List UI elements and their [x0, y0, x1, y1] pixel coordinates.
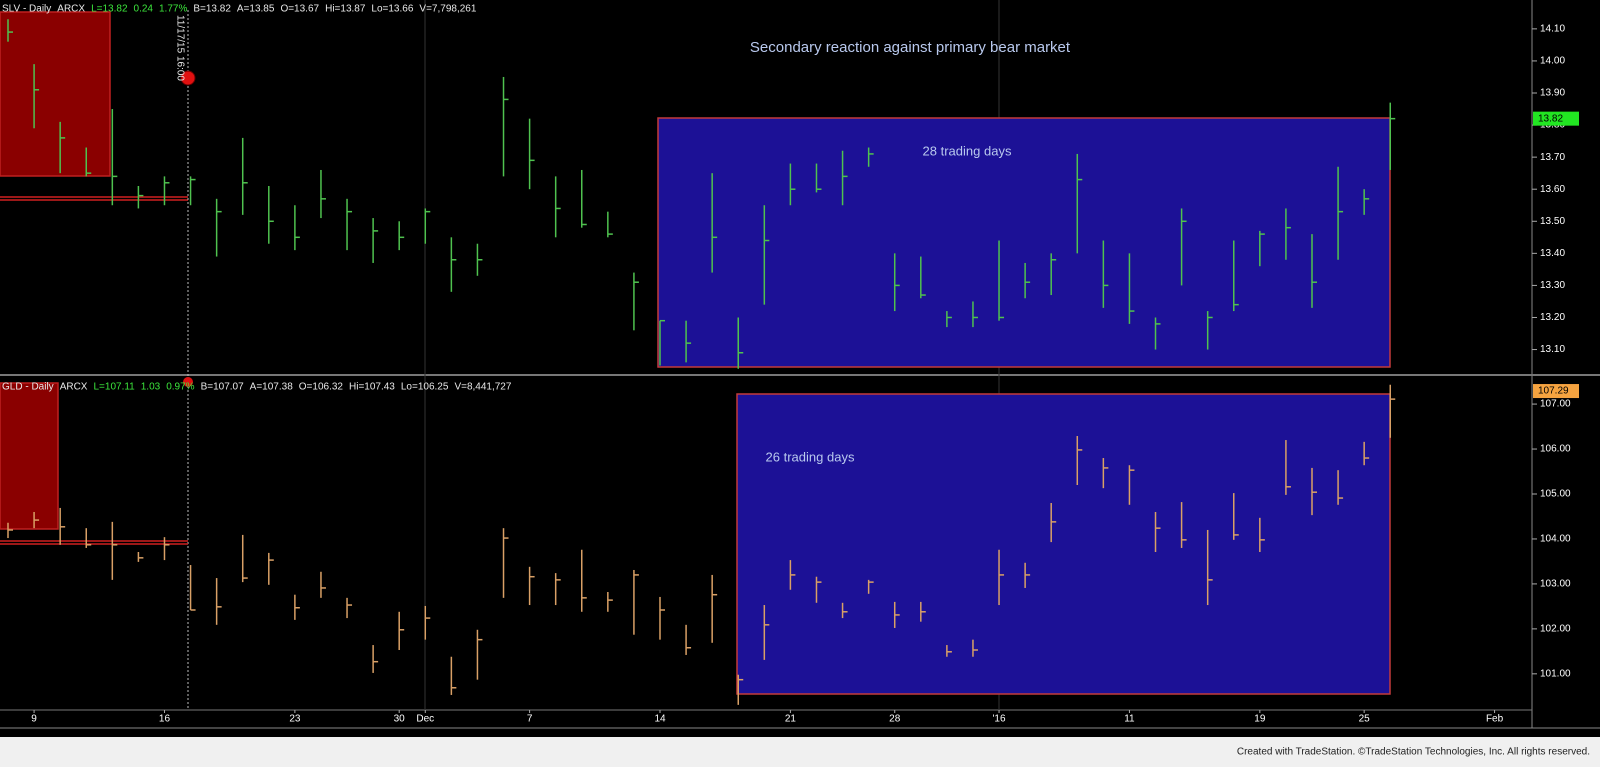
footer-strip: [0, 737, 1600, 767]
x-tick-label: 19: [1254, 714, 1266, 725]
annotation-box: [0, 382, 59, 530]
x-tick-label: 25: [1359, 714, 1371, 725]
y-tick-label: 13.40: [1540, 248, 1565, 259]
last-price-label: 107.29: [1538, 386, 1569, 397]
annotation-box: [657, 117, 1391, 368]
header-change-pct: 0.97%: [166, 382, 194, 393]
x-tick-label: 21: [785, 714, 797, 725]
y-tick-label: 13.30: [1540, 280, 1565, 291]
x-tick-label: 30: [394, 714, 406, 725]
x-tick-label: 14: [654, 714, 666, 725]
y-tick-label: 105.00: [1540, 489, 1571, 500]
y-tick-label: 107.00: [1540, 399, 1571, 410]
last-price-box: [1533, 384, 1579, 399]
last-price-box: [1533, 111, 1579, 126]
y-tick-label: 104.00: [1540, 534, 1571, 545]
annotation: 28 trading days: [923, 143, 1012, 158]
y-tick-label: 13.60: [1540, 184, 1565, 195]
header-high: Hi=13.87: [325, 4, 366, 15]
y-tick-label: 101.00: [1540, 668, 1571, 679]
footer-text: Created with TradeStation. ©TradeStation…: [1237, 747, 1590, 758]
header-change: 1.03: [141, 382, 161, 393]
time-marker: [180, 70, 196, 86]
y-tick-label: 13.10: [1540, 344, 1565, 355]
y-tick-label: 13.90: [1540, 88, 1565, 99]
x-tick-label: Dec: [416, 714, 434, 725]
annotation: Secondary reaction against primary bear …: [750, 39, 1071, 56]
x-tick-label: Feb: [1486, 714, 1504, 725]
y-tick-label: 106.00: [1540, 444, 1571, 455]
y-tick-label: 102.00: [1540, 624, 1571, 635]
x-tick-label: 7: [527, 714, 533, 725]
last-price-label: 13.82: [1538, 113, 1563, 124]
y-tick-label: 14.10: [1540, 24, 1565, 35]
x-tick-label: 9: [31, 714, 37, 725]
time-label: 11/17/15 16:00: [174, 15, 185, 81]
y-tick-label: 13.50: [1540, 216, 1565, 227]
symbol-title: GLD - Daily: [2, 382, 54, 393]
x-tick-label: 16: [159, 714, 171, 725]
x-tick-label: '16: [993, 714, 1006, 725]
header-change-pct: 1.77%: [159, 4, 187, 15]
header-last: L=107.11: [93, 382, 135, 393]
y-tick-label: 13.70: [1540, 152, 1565, 163]
header-high: Hi=107.43: [349, 382, 395, 393]
annotation: 26 trading days: [766, 449, 855, 464]
y-tick-label: 14.00: [1540, 56, 1565, 67]
header-low: Lo=13.66: [371, 4, 413, 15]
header-open: O=106.32: [299, 382, 344, 393]
x-tick-label: 11: [1124, 714, 1135, 725]
header-low: Lo=106.25: [401, 382, 449, 393]
header-volume: V=7,798,261: [419, 4, 476, 15]
header-last: L=13.82: [91, 4, 128, 15]
x-tick-label: 23: [289, 714, 301, 725]
x-tick-label: 28: [889, 714, 901, 725]
header-exchange: ARCX: [57, 4, 85, 15]
header-volume: V=8,441,727: [454, 382, 511, 393]
annotation-box: [0, 11, 111, 177]
header-open: O=13.67: [280, 4, 319, 15]
header-ask: A=13.85: [237, 4, 275, 15]
y-tick-label: 13.20: [1540, 312, 1565, 323]
header-exchange: ARCX: [60, 382, 88, 393]
header-change: 0.24: [134, 4, 154, 15]
annotation-box: [736, 393, 1391, 695]
header-bid: B=107.07: [201, 382, 245, 393]
header-bid: B=13.82: [193, 4, 231, 15]
time-marker: [183, 377, 193, 387]
header-ask: A=107.38: [250, 382, 294, 393]
symbol-title: SLV - Daily: [2, 4, 51, 15]
y-tick-label: 103.00: [1540, 579, 1571, 590]
